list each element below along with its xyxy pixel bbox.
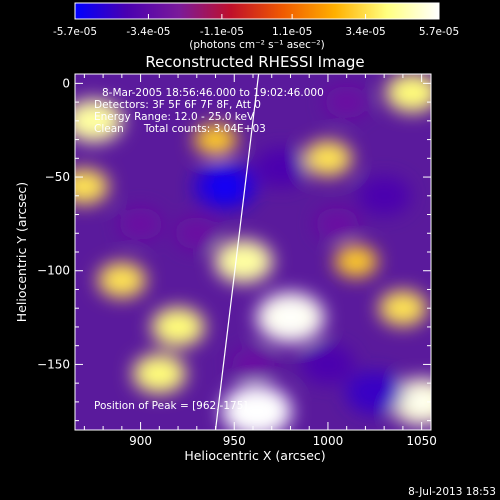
x-axis-ticks: 900 950 1000 1050 [83,74,437,448]
heatmap-blob [345,371,404,414]
y-tick-label: −100 [37,264,70,278]
x-axis-label: Heliocentric X (arcsec) [184,448,325,463]
heatmap-blob [385,74,431,113]
heatmap-blob [75,99,123,143]
y-tick-label: 0 [62,76,70,90]
y-axis-label: Heliocentric Y (arcsec) [14,182,29,322]
heatmap-blob [97,262,146,298]
annotation-time-range: 8-Mar-2005 18:56:46.000 to 19:02:46.000 [102,87,324,99]
x-tick-label: 950 [223,434,246,448]
colorbar-tick-label: -3.4e-05 [126,26,170,38]
heatmap-blob [175,217,219,250]
heatmap-blob [357,176,411,216]
heatmap-blob-core [407,390,431,413]
heatmap-blob-core [241,399,272,424]
annotation-peak-position: Position of Peak = [962,-175] [94,400,248,412]
x-tick-label: 1000 [313,434,344,448]
heatmap-blob [118,207,163,240]
heatmap-blob [75,168,109,205]
y-tick-label: −50 [45,170,70,184]
solar-limb-line [214,74,260,430]
heatmap-blob [315,207,359,240]
chart-title: Reconstructed RHESSI Image [145,53,364,71]
heatmap-blob [214,239,273,283]
x-tick-label: 900 [129,434,152,448]
heatmap-blob [334,245,378,278]
heatmap-blob [303,140,353,177]
heatmap-blob [231,348,275,381]
annotation-detectors: Detectors: 3F 5F 6F 7F 8F, Att 0 [94,99,261,111]
annotation-total-counts: Clean Total counts: 3.04E+03 [94,123,266,135]
colorbar-tick-label: -1.1e-05 [200,26,244,38]
heatmap-blobs [75,74,431,430]
heatmap-blob-core [211,175,239,198]
footer-timestamp: 8-Jul-2013 18:53 [408,486,496,498]
colorbar-unit-label: (photons cm⁻² s⁻¹ asec⁻²) [189,39,324,51]
colorbar-tick-label: -5.7e-05 [53,26,97,38]
heatmap-blob [151,307,205,347]
y-axis-ticks: 0 −50 −100 −150 [37,76,431,422]
colorbar-tick-label: 5.7e-05 [419,26,459,38]
colorbar [74,2,440,20]
heatmap-blob [378,290,427,327]
y-tick-label: −150 [37,357,70,371]
heatmap-blob [254,148,308,188]
x-tick-label: 1050 [406,434,437,448]
annotation-energy-range: Energy Range: 12.0 - 25.0 keV [94,111,255,123]
heatmap-blob [193,123,238,156]
colorbar-tick-label: 1.1e-05 [272,26,312,38]
heatmap-blob-core [275,305,306,330]
heatmap-blob [325,86,369,119]
heatmap-blob [301,344,355,385]
heatmap [75,74,431,430]
colorbar-ticks: -5.7e-05 -3.4e-05 -1.1e-05 1.1e-05 3.4e-05 5.… [53,14,459,38]
colorbar-tick-label: 3.4e-05 [345,26,385,38]
heatmap-blob [132,354,186,394]
